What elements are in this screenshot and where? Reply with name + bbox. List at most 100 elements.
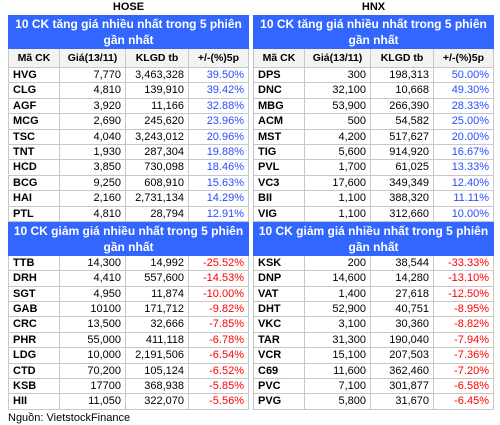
gainer-row: TNT 1,930 287,304 19.88%: [8, 144, 249, 161]
gainer-row: HCD 3,850 730,098 18.46%: [8, 160, 249, 176]
gainer-row: TIG 5,600 914,920 16.67%: [253, 144, 494, 161]
loser-row: DRH 4,410 557,600 -14.53%: [8, 271, 249, 287]
volume-cell: 27,618: [371, 286, 434, 302]
volume-cell: 557,600: [126, 271, 189, 286]
gainer-row: DPS 300 198,313 50.00%: [253, 68, 494, 84]
price-cell: 4,040: [60, 129, 126, 144]
price-cell: 4,810: [60, 83, 126, 98]
stock-code-cell: HVG: [9, 68, 60, 83]
stock-code-cell: HII: [9, 394, 60, 409]
loser-row: DHT 52,900 40,751 -8.95%: [253, 302, 494, 318]
change-percent-cell: 12.91%: [189, 206, 249, 221]
stock-code-cell: BCG: [9, 175, 60, 191]
gainer-row: MBG 53,900 266,390 28.33%: [253, 98, 494, 115]
price-cell: 32,100: [305, 83, 371, 98]
volume-cell: 349,349: [371, 175, 434, 191]
column-header-price: Giá(13/11): [305, 49, 371, 67]
stock-code-cell: AGF: [9, 98, 60, 114]
losers-rows: TTB 14,300 14,992 -25.52% DRH 4,410 557,600 -14…: [8, 255, 249, 410]
change-percent-cell: 16.67%: [434, 144, 494, 160]
change-percent-cell: 39.42%: [189, 83, 249, 98]
stock-code-cell: DNC: [254, 83, 305, 98]
column-header-price: Giá(13/11): [60, 49, 126, 67]
hnx-panel: HNX 10 CK tăng giá nhiều nhất trong 5 ph…: [253, 0, 494, 410]
change-percent-cell: -14.53%: [189, 271, 249, 286]
gainer-row: BII 1,100 388,320 11.11%: [253, 191, 494, 207]
volume-cell: 32,666: [126, 317, 189, 332]
column-header-volume: KLGD tb: [371, 49, 434, 67]
stock-code-cell: TAR: [254, 332, 305, 348]
loser-row: VKC 3,100 30,360 -8.82%: [253, 317, 494, 333]
volume-cell: 11,166: [126, 98, 189, 114]
price-cell: 4,410: [60, 271, 126, 286]
stock-code-cell: CLG: [9, 83, 60, 98]
price-cell: 7,100: [305, 379, 371, 394]
price-cell: 55,000: [60, 332, 126, 348]
stock-code-cell: KSK: [254, 255, 305, 271]
volume-cell: 245,620: [126, 114, 189, 129]
volume-cell: 171,712: [126, 302, 189, 317]
volume-cell: 30,360: [371, 317, 434, 332]
price-cell: 11,600: [305, 363, 371, 379]
price-cell: 1,100: [305, 206, 371, 221]
stock-code-cell: VCR: [254, 348, 305, 363]
volume-cell: 31,670: [371, 394, 434, 409]
loser-row: LDG 10,000 2,191,506 -6.54%: [8, 348, 249, 364]
price-cell: 1,930: [60, 144, 126, 160]
change-percent-cell: 50.00%: [434, 68, 494, 83]
volume-cell: 312,660: [371, 206, 434, 221]
price-cell: 3,100: [305, 317, 371, 332]
price-cell: 2,690: [60, 114, 126, 129]
gainer-row: BCG 9,250 608,910 15.63%: [8, 175, 249, 192]
stock-code-cell: LDG: [9, 348, 60, 363]
price-cell: 500: [305, 114, 371, 129]
volume-cell: 2,731,134: [126, 191, 189, 206]
price-cell: 70,200: [60, 363, 126, 379]
price-cell: 300: [305, 68, 371, 83]
change-percent-cell: -13.10%: [434, 271, 494, 286]
loser-row: SGT 4,950 11,874 -10.00%: [8, 286, 249, 303]
change-percent-cell: 32.88%: [189, 98, 249, 114]
price-cell: 17700: [60, 379, 126, 394]
change-percent-cell: -6.52%: [189, 363, 249, 379]
stock-code-cell: MBG: [254, 98, 305, 114]
price-cell: 200: [305, 255, 371, 271]
change-percent-cell: -10.00%: [189, 286, 249, 302]
column-header-row: Mã CK Giá(13/11) KLGD tb +/-(%)5p: [253, 49, 494, 68]
change-percent-cell: -6.58%: [434, 379, 494, 394]
stock-code-cell: TTB: [9, 255, 60, 271]
volume-cell: 388,320: [371, 191, 434, 206]
stock-code-cell: TIG: [254, 144, 305, 160]
change-percent-cell: -7.36%: [434, 348, 494, 363]
change-percent-cell: -5.85%: [189, 379, 249, 394]
gainers-title-bar: 10 CK tăng giá nhiều nhất trong 5 phiên …: [253, 15, 494, 49]
volume-cell: 14,992: [126, 255, 189, 271]
change-percent-cell: -33.33%: [434, 255, 494, 271]
change-percent-cell: -5.56%: [189, 394, 249, 409]
gainer-row: HVG 7,770 3,463,328 39.50%: [8, 68, 249, 84]
volume-cell: 730,098: [126, 160, 189, 175]
stock-code-cell: DRH: [9, 271, 60, 286]
gainer-row: PVL 1,700 61,025 13.33%: [253, 160, 494, 176]
price-cell: 52,900: [305, 302, 371, 317]
volume-cell: 105,124: [126, 363, 189, 379]
volume-cell: 266,390: [371, 98, 434, 114]
stock-code-cell: KSB: [9, 379, 60, 394]
volume-cell: 3,463,328: [126, 68, 189, 83]
change-percent-cell: -8.95%: [434, 302, 494, 317]
loser-row: PHR 55,000 411,118 -6.78%: [8, 332, 249, 349]
volume-cell: 362,460: [371, 363, 434, 379]
change-percent-cell: 15.63%: [189, 175, 249, 191]
loser-row: C69 11,600 362,460 -7.20%: [253, 363, 494, 380]
stock-code-cell: CTD: [9, 363, 60, 379]
volume-cell: 11,874: [126, 286, 189, 302]
volume-cell: 207,503: [371, 348, 434, 363]
volume-cell: 40,751: [371, 302, 434, 317]
hose-panel: HOSE 10 CK tăng giá nhiều nhất trong 5 p…: [8, 0, 249, 410]
volume-cell: 14,280: [371, 271, 434, 286]
volume-cell: 198,313: [371, 68, 434, 83]
price-cell: 3,850: [60, 160, 126, 175]
loser-row: TTB 14,300 14,992 -25.52%: [8, 255, 249, 272]
stock-code-cell: HAI: [9, 191, 60, 206]
exchange-title: HNX: [361, 1, 386, 13]
